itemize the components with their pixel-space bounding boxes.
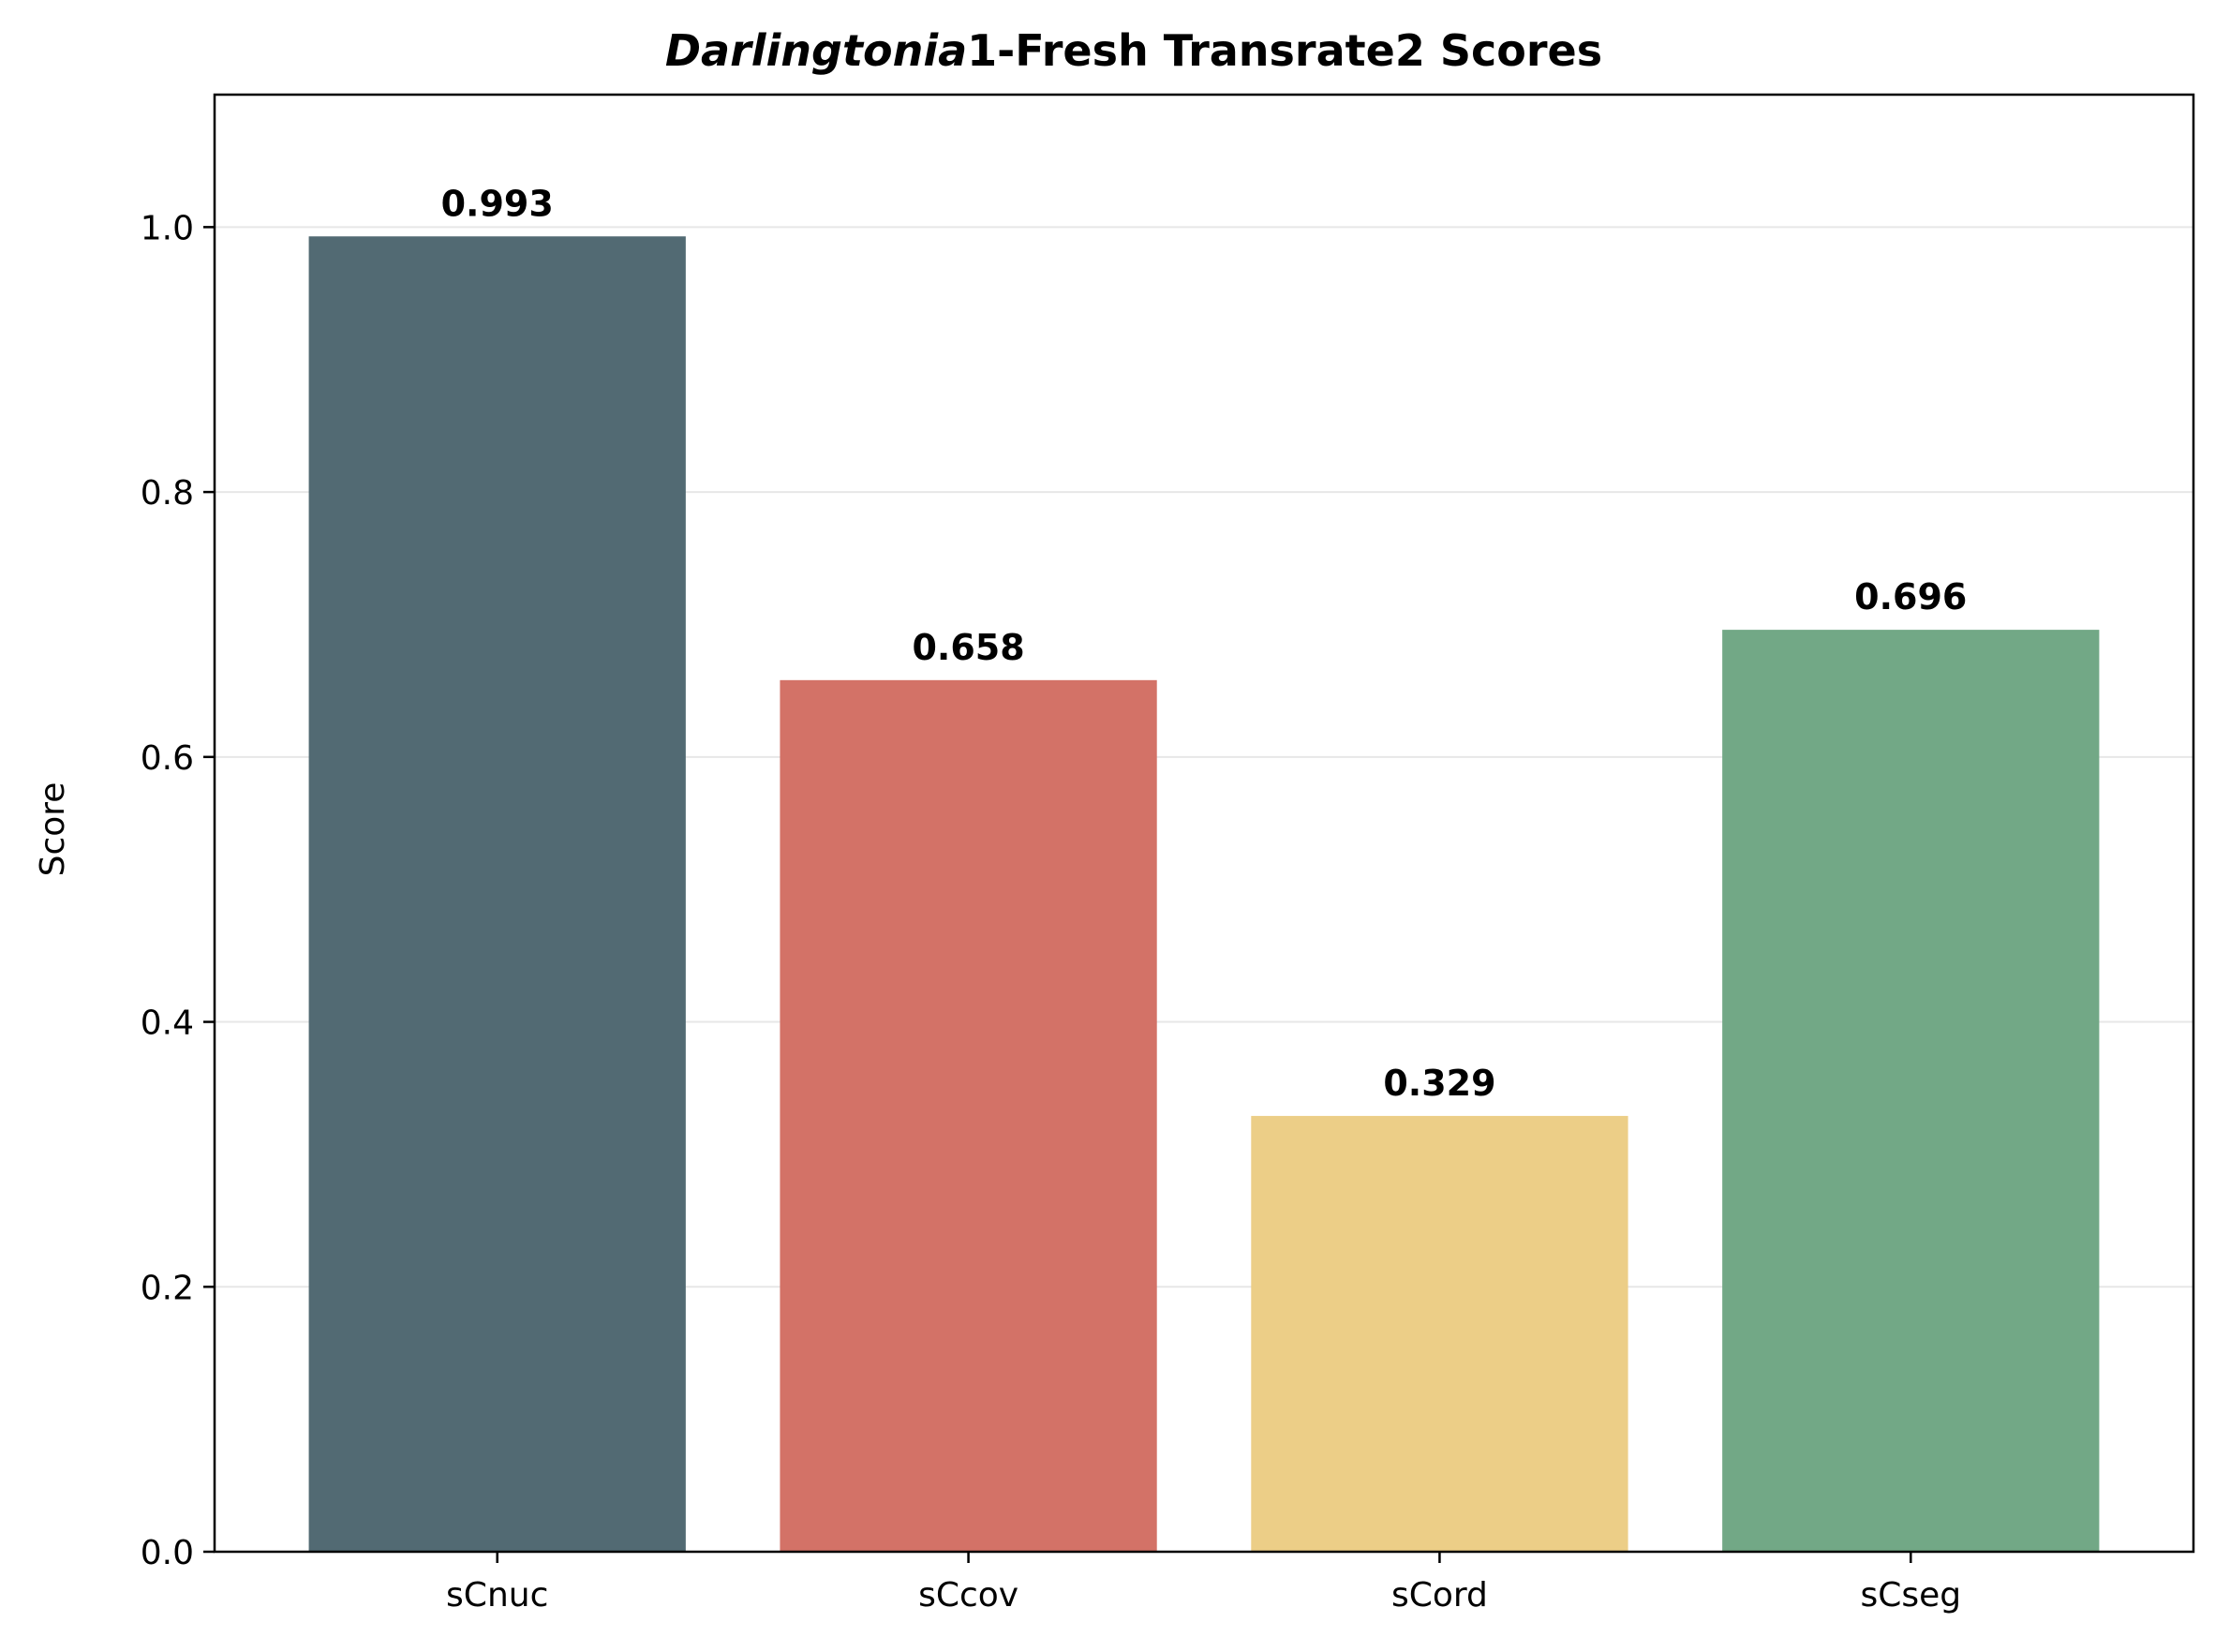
bar-sCord — [1251, 1115, 1628, 1552]
axis-ticks: 0.0 0.2 0.4 0.6 0.8 1.0 sCnuc sCcov sCord sCseg — [141, 209, 1961, 1615]
x-tick-label-sCcov: sCcov — [918, 1576, 1018, 1615]
y-axis-title: Score — [34, 782, 72, 877]
y-tick-label: 0.0 — [141, 1534, 194, 1572]
value-label-sCcov: 0.658 — [912, 627, 1024, 668]
x-tick-label-sCnuc: sCnuc — [446, 1576, 548, 1615]
value-label-sCnuc: 0.993 — [441, 183, 554, 224]
y-tick-label: 0.4 — [141, 1005, 194, 1043]
bar-sCcov — [780, 679, 1157, 1552]
y-tick-label: 1.0 — [141, 209, 194, 247]
chart-title-italic: Darlingtonia — [665, 25, 967, 76]
x-tick-label-sCseg: sCseg — [1860, 1576, 1961, 1615]
value-label-sCord: 0.329 — [1383, 1063, 1495, 1104]
chart-title-rest: 1-Fresh Transrate2 Scores — [967, 25, 1602, 76]
bar-sCnuc — [308, 236, 686, 1553]
y-tick-label: 0.2 — [141, 1269, 194, 1307]
y-tick-label: 0.6 — [141, 739, 194, 778]
value-label-sCseg: 0.696 — [1854, 576, 1967, 618]
plot-frame — [213, 93, 2195, 1554]
bars — [308, 236, 2100, 1553]
chart-title: Darlingtonia1-Fresh Transrate2 Scores — [665, 25, 1602, 76]
x-tick-label-sCord: sCord — [1391, 1576, 1488, 1615]
bar-sCseg — [1722, 630, 2100, 1552]
y-tick-label: 0.8 — [141, 474, 194, 513]
value-labels: 0.993 0.658 0.329 0.696 — [441, 183, 1968, 1104]
